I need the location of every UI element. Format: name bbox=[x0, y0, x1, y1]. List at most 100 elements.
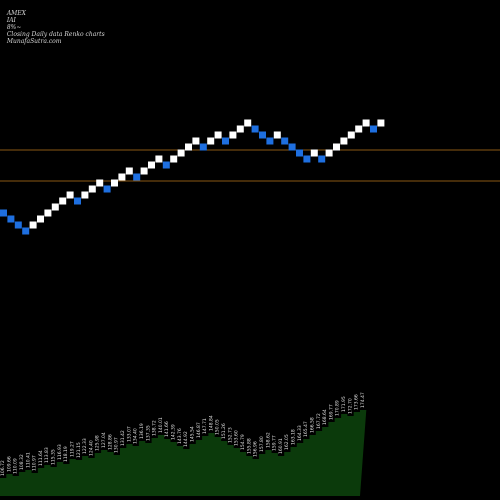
volume-area bbox=[0, 410, 367, 496]
volume-label-33: 148.84 bbox=[208, 415, 214, 431]
brick-10-down bbox=[74, 197, 81, 205]
volume-label-7: 113.83 bbox=[44, 447, 50, 463]
volume-label-44: 160.91 bbox=[278, 438, 284, 454]
volume-label-34: 150.05 bbox=[215, 419, 221, 435]
brick-21-up bbox=[155, 155, 163, 163]
brick-12-up bbox=[88, 185, 96, 193]
volume-label-38: 154.79 bbox=[240, 434, 246, 450]
volume-label-17: 128.86 bbox=[107, 434, 113, 450]
brick-2-down bbox=[14, 221, 22, 229]
volume-label-5: 110.97 bbox=[32, 455, 38, 471]
brick-28-up bbox=[207, 137, 215, 145]
brick-15-up bbox=[111, 179, 118, 187]
volume-label-4: 110.41 bbox=[25, 452, 31, 468]
brick-19-up bbox=[140, 167, 148, 175]
volume-label-52: 169.77 bbox=[328, 404, 334, 420]
horizontal-lines bbox=[0, 149, 500, 182]
brick-33-up bbox=[244, 119, 252, 127]
brick-32-up bbox=[236, 125, 244, 133]
brick-22-down bbox=[162, 161, 170, 169]
volume-label-23: 137.35 bbox=[145, 425, 151, 441]
chart-description: Closing Daily data Renko charts bbox=[6, 31, 105, 38]
brick-14-down bbox=[103, 185, 111, 193]
brick-0-down bbox=[0, 209, 7, 217]
volume-label-22: 136.19 bbox=[139, 423, 145, 439]
brick-31-up bbox=[229, 131, 237, 139]
volume-label-0: 106.72 bbox=[0, 460, 6, 476]
volume-label-10: 118.19 bbox=[63, 446, 69, 462]
brick-7-up bbox=[51, 203, 59, 211]
brick-9-up bbox=[66, 191, 74, 199]
volume-label-19: 131.42 bbox=[120, 430, 126, 446]
brick-11-up bbox=[81, 191, 89, 199]
volume-label-30: 145.54 bbox=[189, 426, 195, 442]
brick-27-down bbox=[199, 143, 207, 151]
brick-44-up bbox=[325, 149, 333, 157]
volume-label-29: 144.92 bbox=[183, 431, 189, 447]
volume-label-12: 121.15 bbox=[76, 442, 82, 458]
chart-header: AMEX IAI 8%~ Closing Daily data Renko ch… bbox=[3, 3, 110, 45]
volume-label-40: 156.96 bbox=[253, 441, 259, 457]
brick-41-down bbox=[303, 155, 311, 163]
brick-25-up bbox=[185, 143, 192, 151]
volume-label-51: 168.64 bbox=[322, 409, 328, 425]
volume-label-27: 142.39 bbox=[171, 424, 177, 440]
volume-label-57: 174.47 bbox=[360, 392, 366, 408]
brick-47-up bbox=[347, 131, 355, 139]
site-name: MunafaSutra.com bbox=[6, 38, 62, 45]
volume-label-1: 109.66 bbox=[6, 456, 12, 472]
volume-label-53: 170.89 bbox=[335, 400, 341, 416]
brick-35-down bbox=[259, 131, 266, 139]
volume-label-25: 140.01 bbox=[158, 417, 164, 433]
brick-16-up bbox=[118, 173, 126, 181]
volume-labels: 106.72 109.66 110.09 108.32 110.41 110.97 111.… bbox=[0, 392, 366, 476]
brick-26-up bbox=[192, 137, 200, 145]
volume-label-3: 108.32 bbox=[19, 454, 25, 470]
brick-43-down bbox=[318, 155, 326, 163]
volume-label-16: 127.04 bbox=[101, 432, 107, 448]
volume-label-39: 155.88 bbox=[246, 438, 252, 454]
brick-36-down bbox=[266, 137, 274, 145]
volume-label-18: 130.97 bbox=[114, 437, 120, 453]
brick-3-down bbox=[22, 227, 30, 235]
volume-label-50: 167.72 bbox=[316, 413, 322, 429]
renko-bricks bbox=[0, 119, 385, 235]
brick-40-down bbox=[296, 149, 303, 157]
volume-label-56: 173.66 bbox=[354, 394, 360, 410]
volume-label-9: 116.93 bbox=[57, 444, 63, 460]
volume-label-42: 158.62 bbox=[265, 432, 271, 448]
volume-label-14: 124.40 bbox=[88, 440, 94, 456]
volume-label-49: 166.58 bbox=[309, 417, 315, 433]
volume-label-35: 151.26 bbox=[221, 423, 227, 439]
brick-49-up bbox=[362, 119, 370, 127]
volume-label-11: 119.27 bbox=[69, 441, 75, 457]
brick-48-up bbox=[355, 125, 363, 133]
brick-29-up bbox=[214, 131, 222, 139]
brick-46-up bbox=[340, 137, 348, 145]
volume-label-36: 152.73 bbox=[227, 427, 233, 443]
brick-30-down bbox=[222, 137, 229, 145]
brick-38-down bbox=[281, 137, 289, 145]
volume-label-20: 133.07 bbox=[126, 426, 132, 442]
volume-label-15: 125.98 bbox=[95, 435, 101, 451]
volume-label-21: 134.40 bbox=[133, 428, 139, 444]
brick-34-down bbox=[251, 125, 259, 133]
brick-37-up bbox=[273, 131, 281, 139]
brick-39-down bbox=[288, 143, 296, 151]
brick-51-up bbox=[377, 119, 385, 127]
brick-4-up bbox=[29, 221, 37, 229]
volume-label-54: 171.95 bbox=[341, 396, 347, 412]
volume-label-31: 146.87 bbox=[196, 422, 202, 438]
volume-area-fill bbox=[0, 410, 367, 496]
brick-13-up bbox=[96, 179, 104, 187]
change-label: 8%~ bbox=[6, 24, 22, 31]
brick-8-up bbox=[59, 197, 67, 205]
symbol-label: IAI bbox=[6, 17, 16, 24]
exchange-label: AMEX bbox=[6, 10, 26, 17]
volume-label-26: 141.66 bbox=[164, 421, 170, 437]
volume-label-13: 122.33 bbox=[82, 438, 88, 454]
volume-label-55: 172.70 bbox=[347, 398, 353, 414]
brick-17-up bbox=[125, 167, 133, 175]
brick-1-down bbox=[7, 215, 15, 223]
